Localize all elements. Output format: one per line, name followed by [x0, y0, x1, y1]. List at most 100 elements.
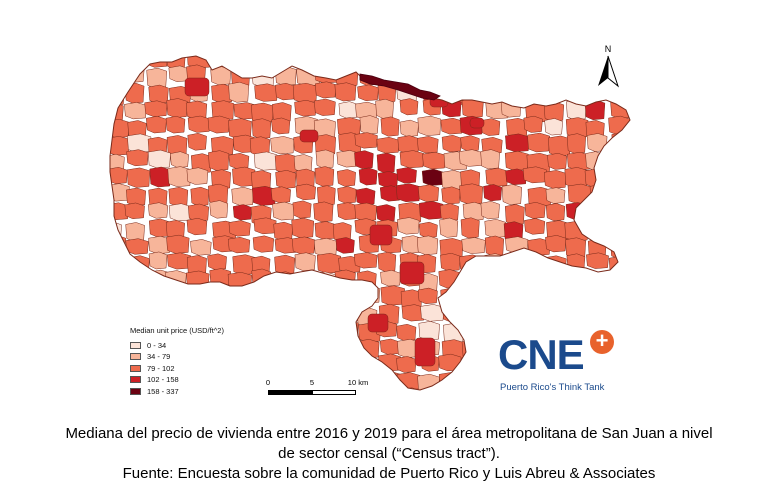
- census-tract: [231, 56, 252, 70]
- census-tract: [588, 303, 608, 321]
- census-tract: [190, 239, 212, 256]
- census-tract: [145, 289, 168, 307]
- census-tract: [525, 269, 547, 289]
- census-tract: [524, 218, 546, 235]
- map-legend: Median unit price (USD/ft^2) 0 - 34 34 - …: [130, 326, 224, 398]
- census-tract: [543, 56, 567, 71]
- census-tract: [586, 252, 609, 269]
- census-tract: [166, 98, 188, 118]
- census-tract: [232, 287, 253, 307]
- census-tract: [566, 133, 586, 154]
- census-tract: [296, 56, 316, 69]
- census-tract-high: [184, 77, 210, 97]
- census-tract: [438, 353, 462, 372]
- census-tract: [584, 168, 606, 188]
- census-tract: [311, 271, 337, 290]
- census-tract: [420, 304, 445, 322]
- census-tract: [459, 183, 484, 205]
- census-tract: [338, 304, 357, 324]
- census-tract: [543, 272, 564, 289]
- census-tract: [377, 171, 399, 188]
- census-tract: [294, 356, 318, 373]
- census-tract: [338, 101, 359, 119]
- census-tract: [501, 288, 521, 309]
- census-tract: [605, 184, 630, 201]
- census-tract: [273, 321, 297, 340]
- census-tract: [464, 305, 489, 323]
- census-tract: [567, 304, 592, 324]
- census-tract: [501, 184, 522, 205]
- census-tract: [124, 82, 145, 104]
- census-tract: [125, 56, 150, 67]
- census-tract: [607, 306, 630, 327]
- census-tract: [254, 337, 278, 355]
- census-tract: [295, 183, 316, 201]
- scale-label-10: 10 km: [347, 378, 369, 387]
- census-tract: [207, 115, 230, 134]
- census-tract: [164, 270, 187, 288]
- scale-segment-2: [312, 390, 356, 395]
- census-tract: [185, 305, 208, 323]
- census-tract: [502, 307, 527, 324]
- census-tract: [421, 168, 444, 186]
- census-tract: [545, 303, 568, 321]
- census-tract: [354, 202, 377, 222]
- census-tract: [484, 289, 505, 311]
- legend-swatch: [130, 376, 141, 384]
- census-tract: [544, 287, 564, 304]
- census-tract: [395, 183, 421, 203]
- census-tract: [354, 150, 374, 169]
- census-tract: [148, 305, 171, 323]
- census-tract: [231, 373, 257, 390]
- census-tract: [110, 251, 127, 269]
- census-tract: [168, 307, 191, 325]
- census-tract: [459, 371, 484, 390]
- census-tract: [543, 170, 567, 189]
- census-tract: [314, 81, 337, 99]
- census-tract: [566, 151, 591, 171]
- census-tract: [628, 56, 630, 69]
- census-tract: [334, 356, 359, 378]
- census-tract: [233, 392, 256, 408]
- census-tract: [566, 99, 587, 121]
- census-tract: [376, 391, 394, 408]
- census-tract: [314, 64, 339, 84]
- census-tract: [208, 150, 230, 171]
- legend-item: 158 - 337: [130, 386, 224, 396]
- census-tract: [417, 184, 440, 202]
- census-tract: [610, 239, 630, 260]
- census-tract: [230, 338, 253, 358]
- census-tract: [233, 354, 258, 376]
- north-arrow: N: [594, 44, 622, 90]
- census-tract: [628, 322, 630, 341]
- census-tract: [632, 271, 651, 290]
- census-tract: [610, 99, 630, 119]
- census-tract: [504, 204, 525, 226]
- census-tract: [210, 289, 235, 310]
- logo-tagline: Puerto Rico's Think Tank: [500, 382, 605, 393]
- census-tract: [545, 187, 566, 204]
- census-tract: [463, 357, 484, 378]
- census-tract: [522, 82, 544, 102]
- census-tract: [441, 186, 461, 205]
- census-tract: [589, 184, 610, 205]
- census-tract: [461, 389, 485, 390]
- census-tract: [167, 166, 192, 187]
- census-tract: [522, 166, 547, 184]
- census-tract: [148, 251, 168, 270]
- census-tract: [376, 136, 400, 154]
- scale-label-5: 5: [309, 378, 315, 387]
- census-tract: [126, 167, 151, 188]
- census-tract: [313, 201, 334, 223]
- census-tract: [632, 237, 655, 254]
- census-tract: [611, 153, 630, 172]
- census-tract: [359, 56, 381, 68]
- census-tract: [633, 116, 652, 134]
- census-tract: [292, 287, 313, 308]
- census-tract: [273, 221, 293, 241]
- census-tract: [376, 204, 396, 223]
- census-tract: [337, 186, 357, 204]
- census-tract: [505, 133, 530, 153]
- census-tract: [377, 371, 401, 390]
- census-tract: [110, 339, 129, 357]
